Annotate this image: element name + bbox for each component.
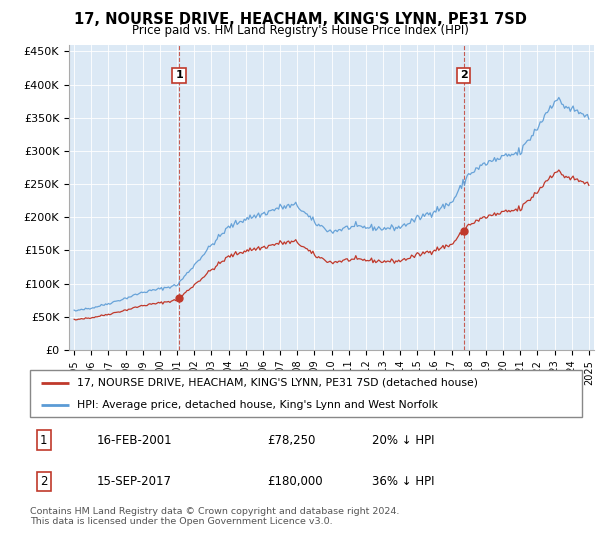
Text: 2: 2 [40,475,47,488]
Text: £78,250: £78,250 [268,433,316,446]
Text: 15-SEP-2017: 15-SEP-2017 [96,475,171,488]
Text: 1: 1 [175,71,183,80]
Text: 2: 2 [460,71,467,80]
Text: Contains HM Land Registry data © Crown copyright and database right 2024.
This d: Contains HM Land Registry data © Crown c… [30,507,400,526]
Text: HPI: Average price, detached house, King's Lynn and West Norfolk: HPI: Average price, detached house, King… [77,400,438,410]
Text: 17, NOURSE DRIVE, HEACHAM, KING'S LYNN, PE31 7SD (detached house): 17, NOURSE DRIVE, HEACHAM, KING'S LYNN, … [77,378,478,388]
Text: 16-FEB-2001: 16-FEB-2001 [96,433,172,446]
Text: £180,000: £180,000 [268,475,323,488]
Text: 36% ↓ HPI: 36% ↓ HPI [372,475,435,488]
Text: 17, NOURSE DRIVE, HEACHAM, KING'S LYNN, PE31 7SD: 17, NOURSE DRIVE, HEACHAM, KING'S LYNN, … [74,12,526,27]
Text: 20% ↓ HPI: 20% ↓ HPI [372,433,435,446]
Text: Price paid vs. HM Land Registry's House Price Index (HPI): Price paid vs. HM Land Registry's House … [131,24,469,37]
Text: 1: 1 [40,433,47,446]
